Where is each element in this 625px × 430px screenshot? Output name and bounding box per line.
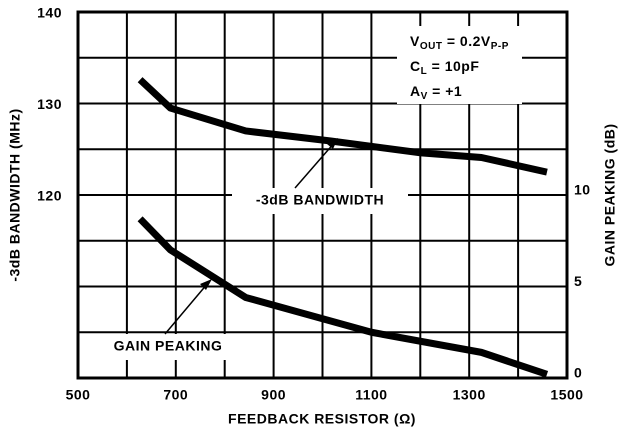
annotation-part: V [410, 33, 420, 49]
annotation: VOUT = 0.2VP-P [410, 33, 509, 52]
annotation-part: P-P [491, 41, 509, 52]
annotation-part: OUT [420, 41, 443, 52]
annotation-part: V [421, 91, 428, 102]
y-tick-label: 120 [37, 188, 62, 204]
x-tick-label: 500 [66, 387, 91, 403]
series-label: -3dB BANDWIDTH [256, 192, 384, 208]
arrow [294, 141, 336, 189]
y2-axis-title: GAIN PEAKING (dB) [602, 123, 618, 266]
arrowhead [200, 279, 212, 290]
arrowhead [327, 138, 338, 149]
y2-tick-label: 10 [574, 182, 591, 198]
series-label: GAIN PEAKING [114, 338, 223, 354]
x-tick-label: 900 [261, 387, 286, 403]
x-tick-label: 1300 [453, 387, 486, 403]
series-line [137, 77, 548, 176]
annotation-box [397, 26, 522, 104]
annotation: AV = +1 [410, 83, 462, 102]
y-axis-title: -3dB BANDWIDTH (MHz) [7, 108, 23, 281]
y-tick-label: 130 [37, 96, 62, 112]
annotation-part: = +1 [428, 83, 462, 99]
series-lines [137, 77, 549, 378]
annotation: CL = 10pF [410, 58, 479, 77]
x-tick-label: 1100 [355, 387, 387, 403]
annotation-part: C [410, 58, 421, 74]
x-tick-label: 700 [163, 387, 188, 403]
x-tick-label: 1500 [550, 387, 583, 403]
y2-tick-label: 0 [574, 365, 582, 381]
label-box [90, 334, 246, 360]
annotation-part: = 0.2V [442, 33, 490, 49]
annotation-part: = 10pF [427, 58, 479, 74]
annotation-part: A [410, 83, 421, 99]
y2-tick-label: 5 [574, 273, 582, 289]
arrow [164, 282, 209, 335]
series-line [137, 216, 549, 378]
y-tick-label: 140 [37, 5, 62, 21]
annotation-part: L [421, 66, 428, 77]
plot-frame [76, 10, 569, 380]
label-box [232, 188, 408, 214]
x-axis-title: FEEDBACK RESISTOR (Ω) [228, 411, 416, 427]
